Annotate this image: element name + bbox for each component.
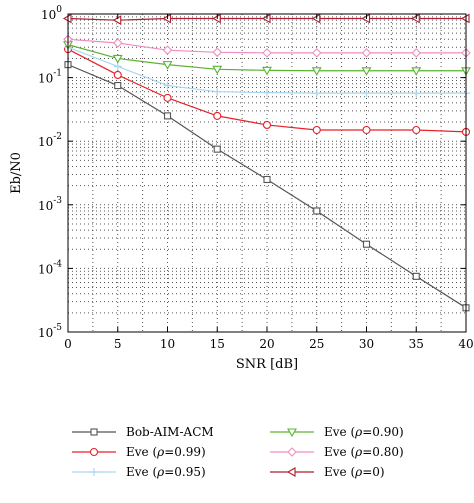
- legend-label: Eve (ρ=0.99): [126, 445, 206, 459]
- data-point-marker: [112, 54, 123, 64]
- data-point-marker: [412, 272, 420, 280]
- x-tick-label: 0: [64, 337, 72, 351]
- data-point-marker: [312, 125, 321, 135]
- data-point-marker: [162, 61, 173, 70]
- data-point-marker: [311, 67, 322, 76]
- legend-label: Eve (ρ=0.90): [324, 425, 404, 439]
- data-point-marker: [262, 120, 272, 130]
- legend-label: Eve (ρ=0): [324, 465, 385, 479]
- data-point-marker: [286, 467, 296, 477]
- data-point-marker: [263, 88, 271, 97]
- data-point-marker: [212, 47, 223, 58]
- legend-item-1: Eve (ρ=0.99): [72, 445, 206, 459]
- data-point-marker: [112, 38, 123, 48]
- axis-ticks: 0 5 10 15 20 25 30 35 40 10-5 10-4 10-3 10-2 10-1 100: [38, 5, 474, 351]
- y-axis-title: Eb/N0: [9, 152, 24, 194]
- data-point-marker: [411, 67, 422, 76]
- data-point-marker: [313, 207, 321, 215]
- data-point-marker: [412, 125, 421, 135]
- data-point-marker: [311, 48, 322, 58]
- data-point-marker: [361, 67, 372, 76]
- y-tick-label: 10-3: [38, 196, 62, 213]
- x-tick-label: 15: [210, 337, 225, 351]
- y-tick-label: 10-2: [38, 132, 62, 149]
- data-point-marker: [213, 111, 222, 120]
- legend-item-0: Bob-AIM-ACM: [72, 425, 214, 439]
- x-tick-label: 5: [114, 337, 122, 351]
- data-point-marker: [361, 48, 372, 58]
- data-point-marker: [287, 447, 297, 457]
- legend-item-3: Eve (ρ=0.90): [270, 425, 404, 439]
- data-point-marker: [362, 89, 371, 98]
- y-tick-label: 10-4: [38, 259, 62, 276]
- legend-item-4: Eve (ρ=0.80): [270, 445, 404, 459]
- data-point-marker: [162, 45, 173, 55]
- data-point-marker: [90, 468, 98, 476]
- data-point-marker: [411, 48, 422, 58]
- data-point-marker: [90, 428, 98, 436]
- legend-label: Eve (ρ=0.80): [324, 445, 404, 459]
- x-tick-label: 25: [309, 337, 324, 351]
- data-point-marker: [262, 66, 272, 76]
- data-point-marker: [362, 240, 371, 248]
- data-point-marker: [212, 65, 223, 75]
- data-point-marker: [163, 81, 172, 90]
- data-point-marker: [163, 112, 172, 120]
- x-tick-label: 35: [409, 337, 424, 351]
- data-point-marker: [412, 89, 421, 98]
- data-point-marker: [213, 87, 222, 96]
- data-point-marker: [263, 175, 271, 184]
- data-point-marker: [312, 89, 321, 98]
- legend-label: Eve (ρ=0.95): [126, 465, 206, 479]
- x-tick-label: 20: [259, 337, 274, 351]
- data-point-marker: [287, 428, 297, 438]
- x-tick-label: 40: [458, 337, 473, 351]
- grid: [68, 14, 466, 332]
- data-point-marker: [213, 145, 221, 153]
- y-tick-label: 100: [41, 5, 62, 22]
- legend: Bob-AIM-ACM Eve (ρ=0.99) Eve (ρ=0.95) Eve (…: [72, 425, 404, 479]
- plot-frame: [67, 13, 467, 333]
- legend-item-2: Eve (ρ=0.95): [72, 465, 206, 479]
- x-axis-title: SNR [dB]: [236, 357, 298, 372]
- data-point-marker: [113, 62, 122, 71]
- x-tick-label: 30: [359, 337, 374, 351]
- legend-label: Bob-AIM-ACM: [126, 425, 214, 439]
- data-point-marker: [113, 70, 122, 80]
- x-tick-label: 10: [160, 337, 175, 351]
- data-point-marker: [163, 93, 172, 102]
- data-point-marker: [89, 447, 99, 457]
- y-tick-label: 10-1: [38, 69, 62, 86]
- data-point-marker: [262, 48, 272, 58]
- legend-item-5: Eve (ρ=0): [270, 465, 385, 479]
- y-tick-label: 10-5: [38, 323, 62, 340]
- data-point-marker: [114, 81, 122, 90]
- data-point-marker: [362, 125, 371, 135]
